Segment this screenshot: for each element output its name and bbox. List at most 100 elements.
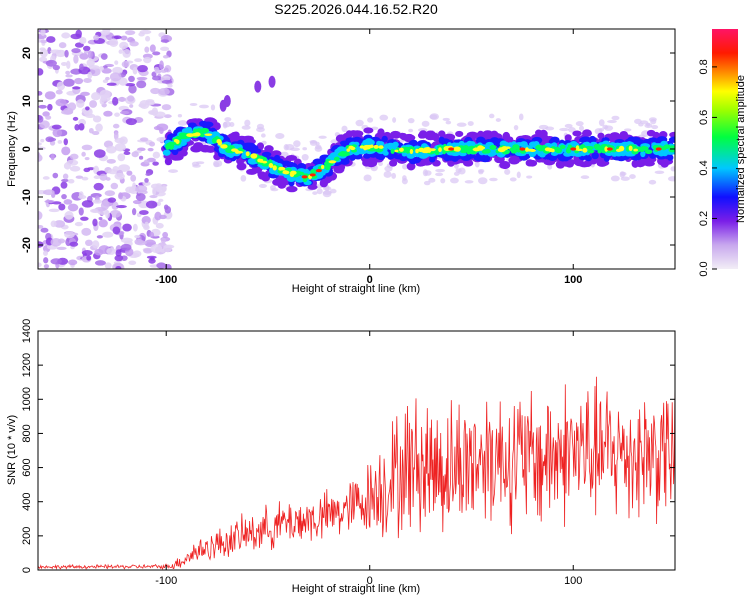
halo-blob <box>489 113 495 119</box>
ridge-blob <box>337 152 346 157</box>
halo-blob <box>177 120 188 126</box>
colorbar-tick-label: 0.4 <box>698 160 710 175</box>
ridge-blob <box>191 133 200 137</box>
noise-blob <box>144 46 150 53</box>
ridge-blob <box>455 130 464 137</box>
noise-blob <box>160 69 168 73</box>
noise-blob <box>61 193 67 200</box>
noise-blob <box>81 176 89 181</box>
noise-blob <box>40 227 49 233</box>
noise-blob <box>50 220 57 228</box>
ridge-blob <box>438 136 445 144</box>
noise-blob <box>69 153 79 160</box>
ridge-blob <box>220 144 228 149</box>
halo-blob <box>293 140 301 148</box>
ridge-blob <box>200 127 210 134</box>
noise-blob <box>99 97 105 105</box>
halo-blob <box>456 122 467 127</box>
halo-blob <box>429 113 439 120</box>
snr-series-line <box>38 376 675 570</box>
noise-blob <box>42 176 50 180</box>
ridge-blob <box>258 173 268 180</box>
noise-blob <box>151 71 157 78</box>
noise-blob <box>60 181 68 189</box>
noise-blob <box>160 46 170 52</box>
ridge-peak <box>309 173 316 177</box>
x-tick-label: 0 <box>367 274 373 286</box>
noise-blob <box>84 156 90 161</box>
noise-blob <box>143 159 150 165</box>
ridge-blob <box>584 141 591 147</box>
noise-blob <box>132 223 138 232</box>
noise-blob <box>53 220 66 228</box>
noise-blob <box>80 216 89 221</box>
noise-blob <box>159 127 164 134</box>
ridge-blob <box>524 147 529 152</box>
noise-blob <box>55 98 67 107</box>
noise-blob <box>117 97 127 102</box>
ridge-blob <box>333 156 340 162</box>
ridge-blob <box>363 144 371 149</box>
ridge-blob <box>171 148 179 156</box>
noise-blob <box>116 204 127 209</box>
ridge-blob <box>382 150 389 156</box>
x-tick-label: -100 <box>155 575 177 587</box>
ridge-blob <box>243 142 255 150</box>
noise-blob <box>110 182 119 190</box>
ridge-blob <box>279 178 291 186</box>
halo-blob <box>559 127 570 132</box>
stray-blob <box>268 75 276 88</box>
halo-blob <box>408 128 414 133</box>
ridge-blob <box>398 147 404 152</box>
noise-blob <box>156 201 162 207</box>
noise-blob <box>139 210 149 216</box>
halo-blob <box>302 147 308 151</box>
noise-blob <box>40 39 48 44</box>
noise-blob <box>48 137 57 142</box>
ridge-blob <box>474 147 478 152</box>
noise-blob <box>64 211 74 220</box>
noise-blob <box>85 239 93 247</box>
noise-blob <box>149 256 155 261</box>
noise-blob <box>83 167 91 173</box>
ridge-blob <box>618 147 624 151</box>
halo-blob <box>477 169 485 173</box>
noise-blob <box>71 48 81 54</box>
noise-blob <box>99 89 111 99</box>
noise-blob <box>63 199 73 205</box>
noise-blob <box>52 172 59 179</box>
y-tick-label: 1000 <box>21 387 33 411</box>
noise-blob <box>66 60 71 69</box>
ridge-blob <box>566 159 576 165</box>
ridge-peak <box>315 169 322 173</box>
noise-blob <box>69 165 81 172</box>
noise-blob <box>87 50 93 59</box>
noise-blob <box>99 173 108 181</box>
noise-blob <box>61 32 71 39</box>
halo-blob <box>654 170 665 175</box>
noise-blob <box>86 59 95 67</box>
ridge-blob <box>450 151 461 157</box>
ridge-blob <box>415 148 419 154</box>
halo-blob <box>667 176 675 182</box>
ridge-blob <box>346 148 351 152</box>
halo-blob <box>189 102 198 106</box>
noise-blob <box>114 60 119 65</box>
noise-blob <box>134 234 141 239</box>
ridge-blob <box>286 185 298 193</box>
noise-blob <box>79 53 89 60</box>
halo-blob <box>629 174 636 180</box>
noise-blob <box>154 69 162 74</box>
ridge-blob <box>434 149 440 156</box>
halo-blob <box>575 121 584 127</box>
y-tick-label: -10 <box>21 189 33 205</box>
noise-blob <box>134 58 143 63</box>
ridge-blob <box>406 162 416 171</box>
ridge-blob <box>438 147 442 153</box>
noise-blob <box>43 264 50 269</box>
noise-blob <box>38 154 43 162</box>
noise-blob <box>61 178 69 183</box>
noise-blob <box>65 74 73 78</box>
noise-blob <box>135 193 146 202</box>
ridge-blob <box>603 154 610 162</box>
